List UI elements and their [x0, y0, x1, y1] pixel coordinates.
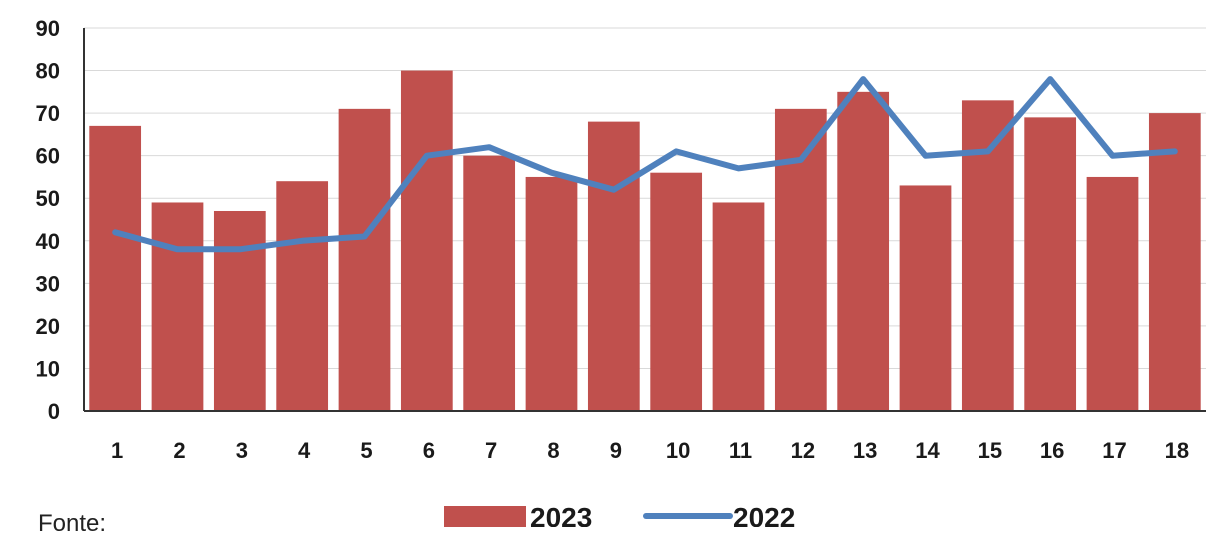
y-tick-label-20: 20 [36, 314, 60, 339]
x-tick-label-12: 12 [791, 438, 815, 463]
bar-2023-9 [587, 121, 640, 411]
x-tick-label-16: 16 [1040, 438, 1064, 463]
point-2022-13 [862, 78, 864, 80]
point-2022-5 [364, 236, 365, 238]
source-label: Fonte: [38, 510, 107, 537]
point-2022-14 [925, 155, 926, 157]
x-tick-labels: 1 2 3 4 5 6 7 8 9 10 11 12 13 14 15 16 17 18 [111, 438, 1189, 463]
point-2022-18 [1174, 150, 1176, 152]
x-tick-label-7: 7 [485, 438, 497, 463]
axes [83, 28, 1206, 412]
bar-2023-3 [213, 210, 266, 411]
y-tick-label-80: 80 [36, 59, 60, 84]
x-tick-label-8: 8 [547, 438, 559, 463]
point-2022-4 [301, 240, 303, 242]
bar-2023-16 [1024, 117, 1077, 411]
y-tick-label-10: 10 [36, 356, 60, 381]
bar-2023-1 [89, 125, 142, 411]
x-tick-label-17: 17 [1102, 438, 1126, 463]
bar-2023-7 [463, 155, 516, 411]
point-2022-6 [426, 155, 428, 157]
point-2022-7 [488, 146, 490, 148]
y-tick-label-70: 70 [36, 101, 60, 126]
y-tick-label-30: 30 [36, 271, 60, 296]
bars-2023 [89, 70, 1201, 412]
bar-2023-13 [837, 91, 890, 411]
y-tick-labels: 0 10 20 30 40 50 60 70 80 90 [36, 16, 60, 424]
legend: 2023 2022 [444, 502, 795, 527]
x-tick-label-6: 6 [423, 438, 435, 463]
point-2022-15 [987, 150, 989, 152]
x-tick-label-15: 15 [978, 438, 1002, 463]
y-tick-label-60: 60 [36, 144, 60, 169]
point-2022-12 [800, 159, 802, 161]
x-tick-label-11: 11 [729, 438, 752, 463]
bar-2023-6 [400, 70, 453, 412]
gridlines [84, 27, 1206, 369]
y-tick-label-40: 40 [36, 229, 60, 254]
y-tick-label-90: 90 [36, 16, 60, 41]
bar-2023-8 [525, 176, 578, 411]
x-tick-label-4: 4 [298, 438, 311, 463]
point-2022-9 [613, 189, 615, 191]
x-tick-label-3: 3 [236, 438, 248, 463]
point-2022-8 [551, 172, 552, 174]
legend-label-2022: 2022 [733, 502, 795, 527]
x-tick-label-9: 9 [610, 438, 622, 463]
legend-swatch-2023 [444, 506, 526, 527]
line-path-2022 [112, 76, 1178, 253]
x-tick-label-2: 2 [173, 438, 185, 463]
point-2022-17 [1112, 155, 1113, 157]
x-tick-label-14: 14 [915, 438, 940, 463]
bar-2023-5 [338, 108, 391, 411]
bar-2023-10 [650, 172, 703, 411]
point-2022-11 [738, 167, 739, 169]
bar-2023-18 [1148, 113, 1201, 411]
point-2022-3 [239, 248, 241, 250]
x-tick-label-13: 13 [853, 438, 877, 463]
x-tick-label-10: 10 [666, 438, 690, 463]
bar-2023-4 [276, 181, 329, 411]
bar-2023-17 [1086, 176, 1139, 411]
bar-2023-2 [151, 202, 204, 411]
x-tick-label-1: 1 [111, 438, 123, 463]
point-2022-2 [177, 248, 178, 250]
point-2022-1 [114, 231, 116, 233]
y-tick-label-0: 0 [48, 399, 60, 424]
x-tick-label-18: 18 [1165, 438, 1189, 463]
point-2022-10 [675, 150, 677, 152]
legend-label-2023: 2023 [530, 502, 592, 527]
y-tick-label-50: 50 [36, 186, 60, 211]
bar-2023-12 [774, 108, 827, 411]
point-2022-16 [1049, 78, 1051, 80]
line-2022 [112, 76, 1178, 253]
bar-2023-14 [899, 185, 952, 411]
bar-2023-11 [712, 202, 765, 411]
x-tick-label-5: 5 [360, 438, 372, 463]
